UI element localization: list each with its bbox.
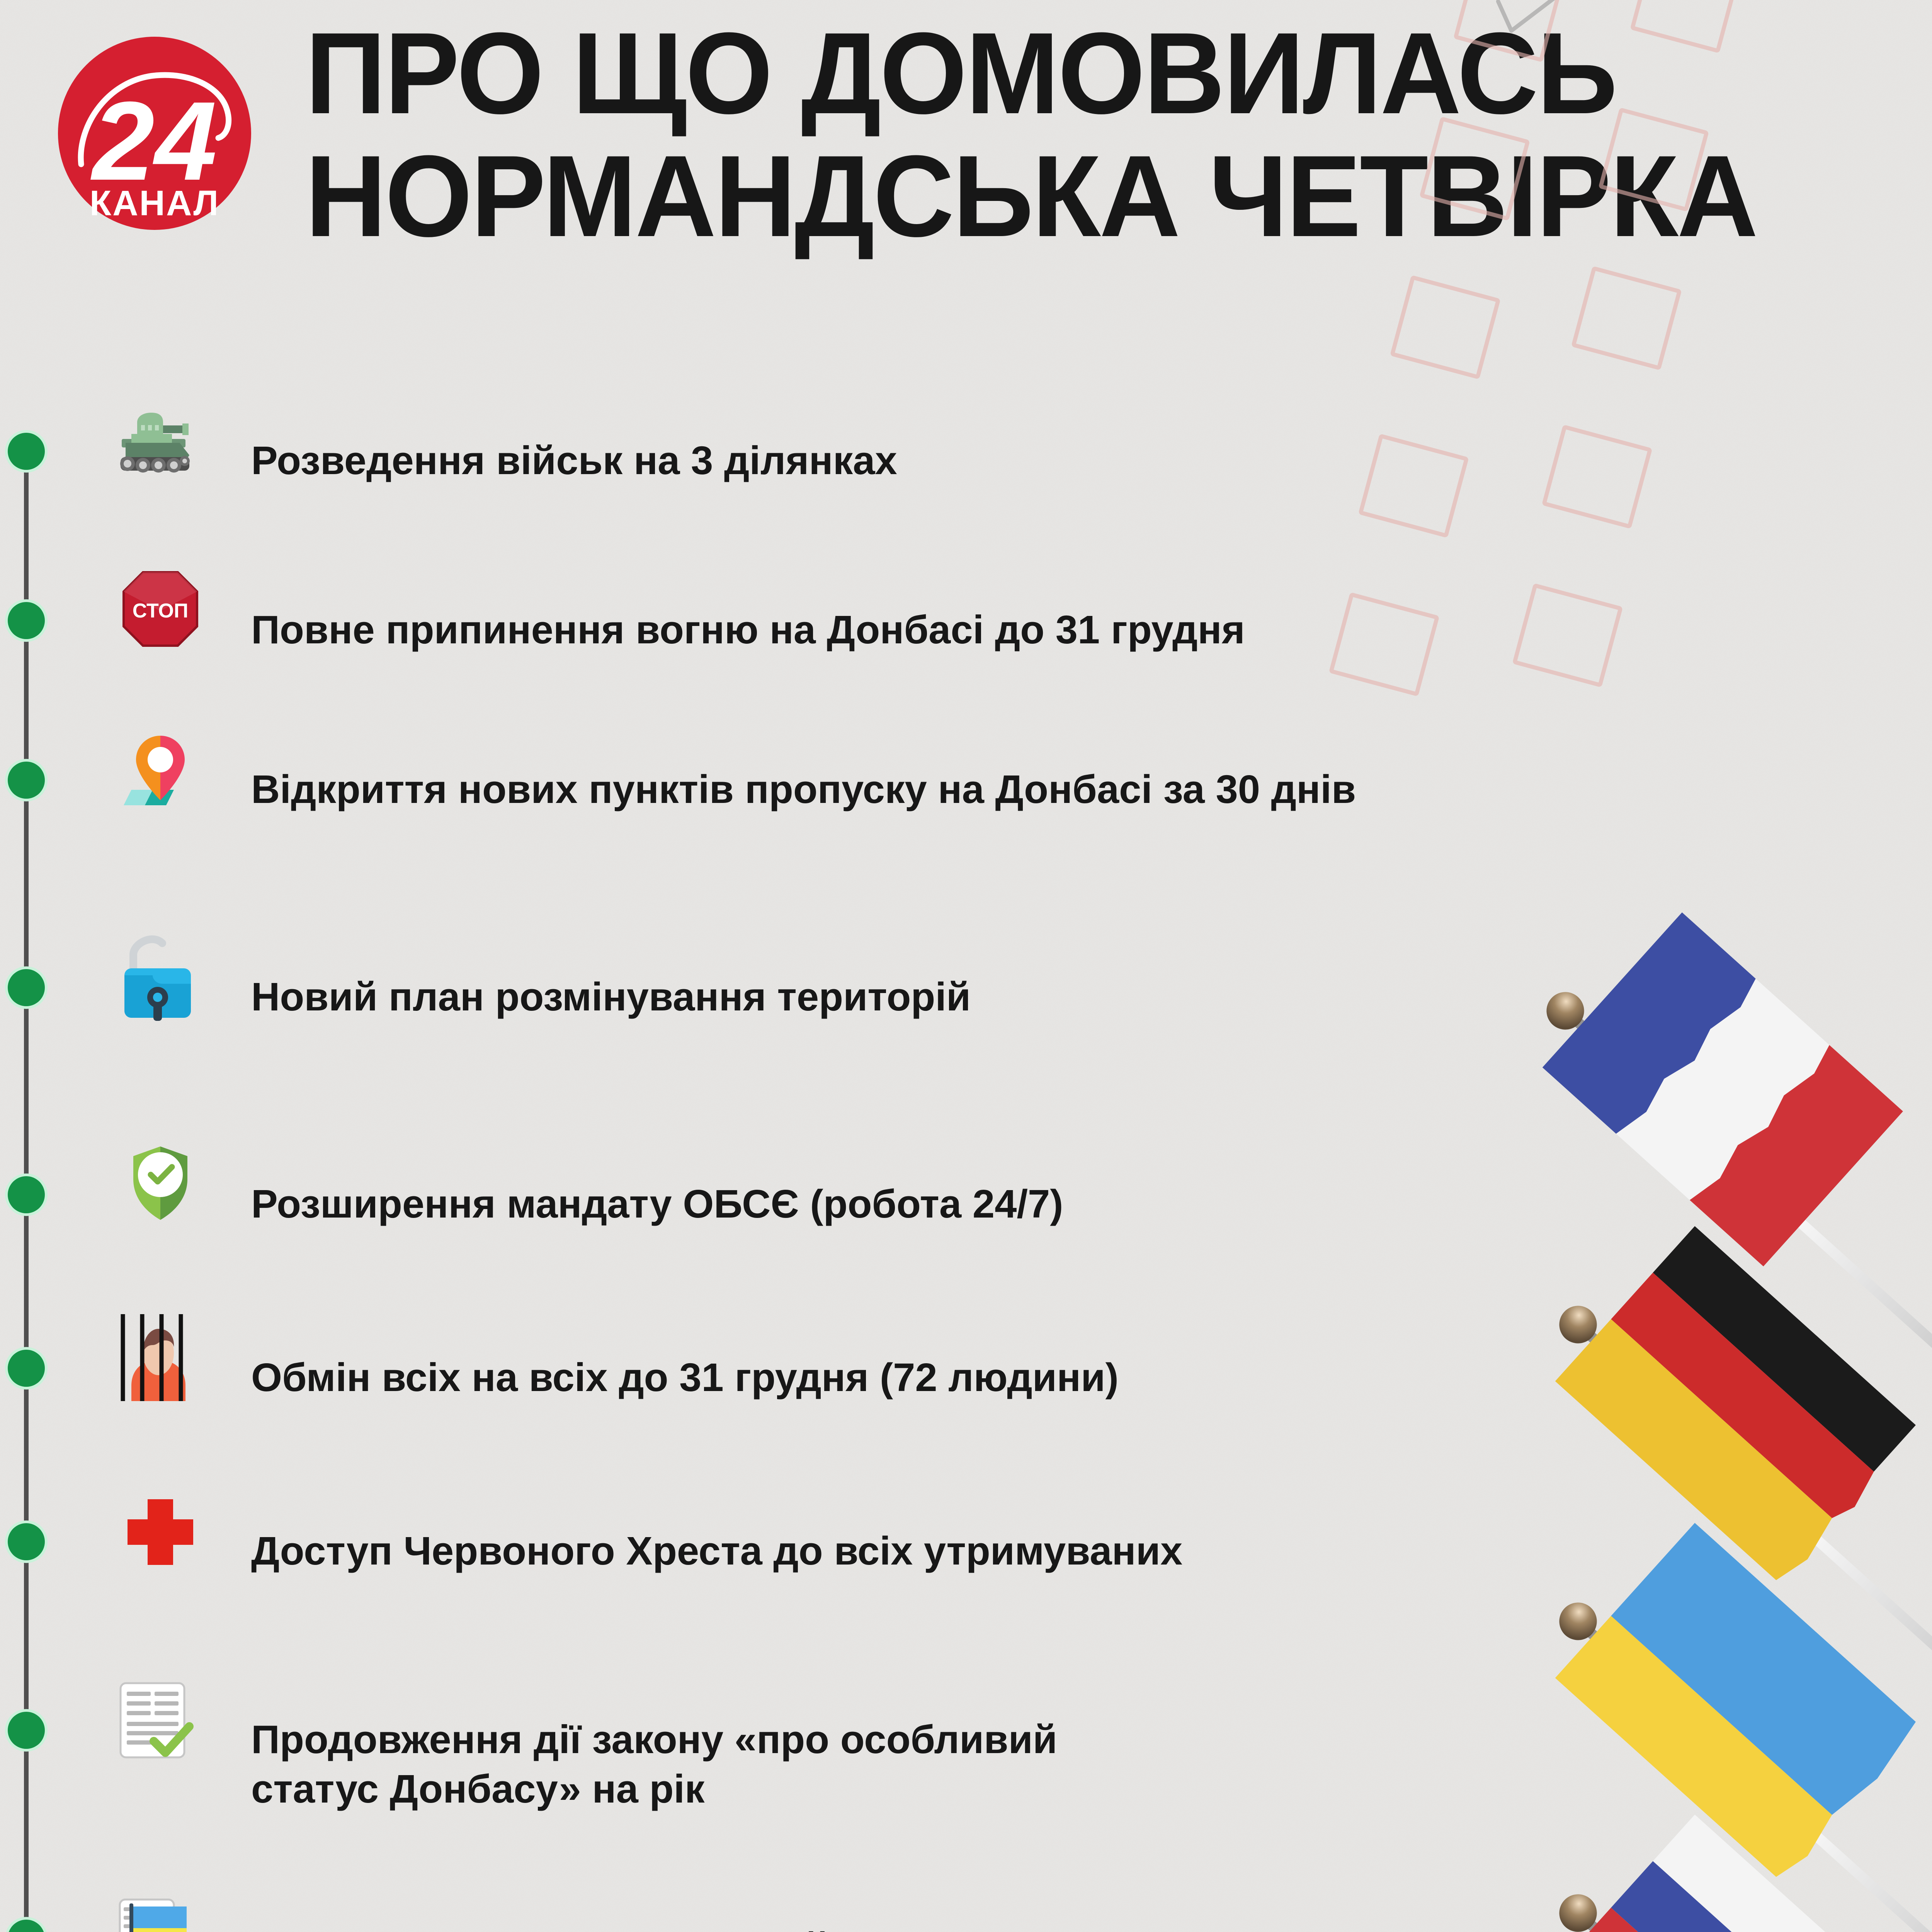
svg-text:СТОП: СТОП: [133, 600, 189, 622]
